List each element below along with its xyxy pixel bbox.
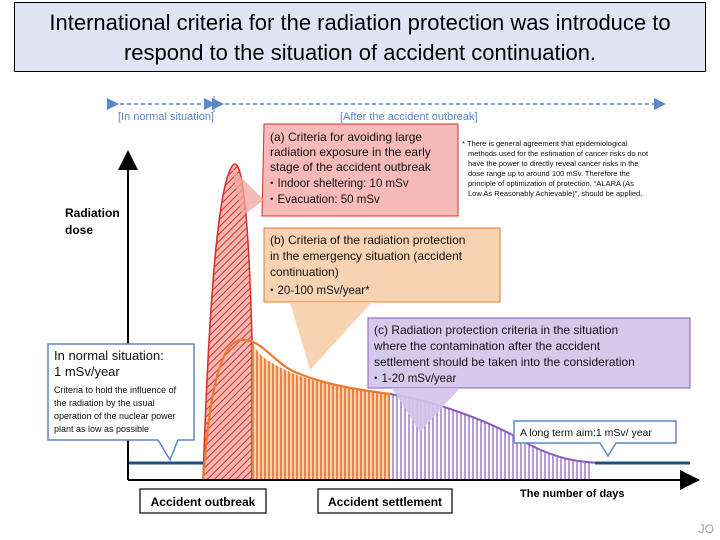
footnote-line-4: dose range up to around 100 mSv. Therefo… xyxy=(468,169,630,178)
settlement-region xyxy=(390,394,590,480)
callout-a-line-5: ・Evacuation: 50 mSv xyxy=(266,194,380,206)
title-line-1: International criteria for the radiation… xyxy=(49,10,671,35)
phase-normal-label: [In normal situation] xyxy=(118,111,214,123)
normal-situation-box: In normal situation: 1 mSv/year Criteria… xyxy=(47,343,195,462)
phase-after-label: [After the accident outbreak] xyxy=(340,111,478,123)
accident-outbreak-label: Accident outbreak xyxy=(139,488,267,514)
footnote-line-3: have the power to directly reveal cancer… xyxy=(468,159,639,168)
callout-a-line-3: stage of the accident outbreak xyxy=(270,160,432,174)
callout-b-line-2: in the emergency situation (accident xyxy=(270,249,463,263)
callout-b-line-4: ・20-100 mSv/year* xyxy=(266,285,370,297)
emergency-dose-curve xyxy=(201,338,391,481)
callout-b-line-3: continuation) xyxy=(270,265,339,279)
normal-box-line-1: In normal situation: xyxy=(54,348,164,363)
callout-c-line-4: ・1-20 mSv/year xyxy=(370,373,456,385)
callout-c-line-2: where the contamination after the accide… xyxy=(373,339,601,353)
normal-box-line-5: operation of the nuclear power xyxy=(54,411,176,421)
normal-box-line-6: plant as low as possible xyxy=(54,424,149,434)
page-number: JO xyxy=(698,522,714,536)
y-axis-label-2: dose xyxy=(65,223,93,237)
callout-a-line-4: ・Indoor sheltering: 10 mSv xyxy=(266,178,409,190)
footnote-line-6: Low As Reasonably Achievable)”, should b… xyxy=(468,189,642,198)
accident-settlement-text: Accident settlement xyxy=(328,495,442,509)
title-line-2: respond to the situation of accident con… xyxy=(123,40,597,65)
callout-c-line-1: (c) Radiation protection criteria in the… xyxy=(374,323,618,337)
normal-box-line-4: the radiation by the usual xyxy=(54,398,155,408)
callout-c-line-3: settlement should be taken into the cons… xyxy=(374,355,635,369)
accident-settlement-label: Accident settlement xyxy=(317,488,453,514)
slide-title: International criteria for the radiation… xyxy=(14,2,706,72)
callout-a-line-2: radiation exposure in the early xyxy=(270,145,431,159)
emergency-region xyxy=(252,340,390,480)
early-stage-region xyxy=(202,163,253,481)
phase-arrows xyxy=(107,96,666,112)
long-term-label: A long term aim:1 mSv/ year xyxy=(520,427,652,439)
accident-outbreak-text: Accident outbreak xyxy=(151,495,256,509)
x-axis-label: The number of days xyxy=(520,488,625,500)
normal-box-line-3: Criteria to hold the influence of xyxy=(54,385,177,395)
callout-b-line-1: (b) Criteria of the radiation protection xyxy=(270,233,465,247)
footnote-line-5: principle of optimization of protection,… xyxy=(468,179,634,188)
normal-box-line-2: 1 mSv/year xyxy=(54,364,120,379)
callout-a-line-1: (a) Criteria for avoiding large xyxy=(270,130,422,144)
y-axis-label-1: Radiation xyxy=(65,206,120,220)
long-term-box: A long term aim:1 mSv/ year xyxy=(513,420,677,458)
footnote: * There is general agreement that epidem… xyxy=(462,139,649,198)
footnote-line-1: * There is general agreement that epidem… xyxy=(462,139,628,148)
callout-a: (a) Criteria for avoiding large radiatio… xyxy=(232,123,459,217)
footnote-line-2: methods used for the estimation of cance… xyxy=(468,149,649,158)
callout-b: (b) Criteria of the radiation protection… xyxy=(263,227,501,370)
callout-c: (c) Radiation protection criteria in the… xyxy=(367,317,691,432)
